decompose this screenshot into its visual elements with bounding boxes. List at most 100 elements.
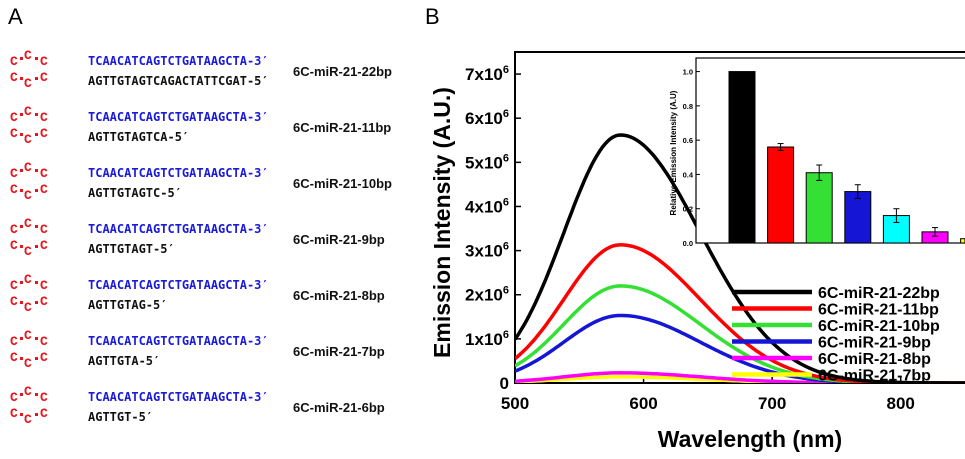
inset-y-tick-label: 0.6 — [683, 136, 693, 145]
bottom-strand-sequence: AGTTGTAGTC-5′ — [88, 186, 182, 200]
loop-base: C — [24, 132, 32, 147]
top-strand-sequence: TCAACATCAGTCTGATAAGCTA-3′ — [88, 166, 269, 180]
construct-name: 6C-miR-21-10bp — [293, 176, 392, 191]
loop-base: C — [24, 412, 32, 427]
loop-base: C — [24, 216, 32, 231]
loop-base: C — [24, 300, 32, 315]
y-tick-label: 5x106 — [465, 152, 509, 172]
inset-y-axis-label: Relative Emission Intensity (A.U) — [669, 90, 678, 215]
loop-base: C — [40, 278, 48, 293]
loop-dot — [35, 245, 38, 248]
loop-dot — [35, 169, 38, 172]
loop-base: C — [10, 126, 18, 141]
loop-base: C — [10, 294, 18, 309]
inset-y-tick-label: 0.2 — [683, 205, 693, 214]
loop-base: C — [40, 406, 48, 421]
loop-dot — [20, 281, 23, 284]
series-line — [515, 371, 965, 383]
loop-base: C — [24, 272, 32, 287]
legend-label: 6C-miR-21-9bp — [818, 335, 931, 352]
construct-row: C C C C C C TCAACATCAGTCTGATAAGCTA-3′ AGTTGT-5′… — [10, 384, 430, 434]
loop-base: C — [24, 104, 32, 119]
loop-dot — [35, 301, 38, 304]
series-line — [515, 133, 965, 383]
loop-dot — [20, 301, 23, 304]
loop-dot — [35, 393, 38, 396]
loop-dot — [20, 189, 23, 192]
loop-base: C — [24, 384, 32, 399]
loop-base: C — [24, 244, 32, 259]
construct-name: 6C-miR-21-11bp — [293, 120, 392, 135]
legend-label: 6C-miR-21-7bp — [818, 368, 931, 385]
loop-base: C — [40, 334, 48, 349]
loop-dot — [35, 413, 38, 416]
y-tick-label: 4x106 — [465, 196, 509, 216]
loop-dot — [35, 57, 38, 60]
bottom-strand-sequence: AGTTGT-5′ — [88, 410, 154, 424]
loop-base: C — [10, 238, 18, 253]
loop-base: C — [40, 126, 48, 141]
legend-label: 6C-miR-21-10bp — [818, 318, 940, 335]
loop-dot — [35, 133, 38, 136]
top-strand-sequence: TCAACATCAGTCTGATAAGCTA-3′ — [88, 278, 269, 292]
loop-dot — [35, 113, 38, 116]
loop-base: C — [40, 350, 48, 365]
loop-base: C — [10, 390, 18, 405]
loop-base: C — [24, 160, 32, 175]
loop-base: C — [40, 110, 48, 125]
construct-row: C C C C C C TCAACATCAGTCTGATAAGCTA-3′ AGTTGTAG-… — [10, 272, 430, 322]
y-tick-label: 3x106 — [465, 241, 509, 261]
loop-dot — [20, 413, 23, 416]
panel-a-letter: A — [8, 4, 23, 29]
loop-base: C — [10, 406, 18, 421]
loop-dot — [20, 113, 23, 116]
loop-base: C — [10, 350, 18, 365]
inset-bar — [844, 191, 872, 244]
top-strand-sequence: TCAACATCAGTCTGATAAGCTA-3′ — [88, 110, 269, 124]
x-tick-label: 800 — [887, 394, 915, 413]
y-tick-label: 6x106 — [465, 108, 509, 128]
y-axis-label: Emission Intensity (A.U.) — [429, 87, 455, 358]
loop-dot — [35, 281, 38, 284]
loop-base: C — [10, 334, 18, 349]
inset-y-tick-label: 0.8 — [683, 102, 693, 111]
loop-dot — [20, 133, 23, 136]
loop-base: C — [40, 294, 48, 309]
top-strand-sequence: TCAACATCAGTCTGATAAGCTA-3′ — [88, 222, 269, 236]
loop-base: C — [10, 182, 18, 197]
loop-dot — [35, 189, 38, 192]
top-strand-sequence: TCAACATCAGTCTGATAAGCTA-3′ — [88, 334, 269, 348]
x-tick-label: 700 — [758, 394, 786, 413]
top-strand-sequence: TCAACATCAGTCTGATAAGCTA-3′ — [88, 390, 269, 404]
loop-dot — [20, 245, 23, 248]
loop-dot — [35, 225, 38, 228]
emission-spectrum-chart: 0 1x106 2x106 3x106 4x106 5x106 6x106 7x106 500 6… — [429, 51, 965, 452]
construct-name: 6C-miR-21-22bp — [293, 64, 392, 79]
inset-bar — [728, 71, 756, 244]
construct-row: C C C C C C TCAACATCAGTCTGATAAGCTA-3′ AGTTGTAGT… — [10, 104, 430, 154]
legend-label: 6C-miR-21-11bp — [818, 302, 939, 319]
panel-b: B 0 1x106 2x106 3x106 4x106 5x106 6x106 7x106 50… — [420, 0, 965, 454]
bottom-strand-sequence: AGTTGTAG-5′ — [88, 298, 168, 312]
inset-y-tick-label: 0.0 — [683, 239, 693, 248]
panel-b-letter: B — [425, 4, 440, 29]
inset-bar — [960, 238, 965, 244]
bottom-strand-sequence: AGTTGTA-5′ — [88, 354, 161, 368]
construct-name: 6C-miR-21-8bp — [293, 288, 385, 303]
loop-dot — [35, 357, 38, 360]
x-tick-label: 600 — [629, 394, 657, 413]
inset-y-tick-label: 1.0 — [683, 68, 693, 77]
plot-frame — [514, 51, 965, 384]
loop-base: C — [40, 182, 48, 197]
loop-base: C — [40, 238, 48, 253]
bottom-strand-sequence: AGTTGTAGTCA-5′ — [88, 130, 190, 144]
loop-base: C — [10, 222, 18, 237]
inset-y-tick-label: 0.4 — [683, 170, 694, 179]
loop-dot — [20, 393, 23, 396]
x-axis-label: Wavelength (nm) — [658, 426, 842, 452]
